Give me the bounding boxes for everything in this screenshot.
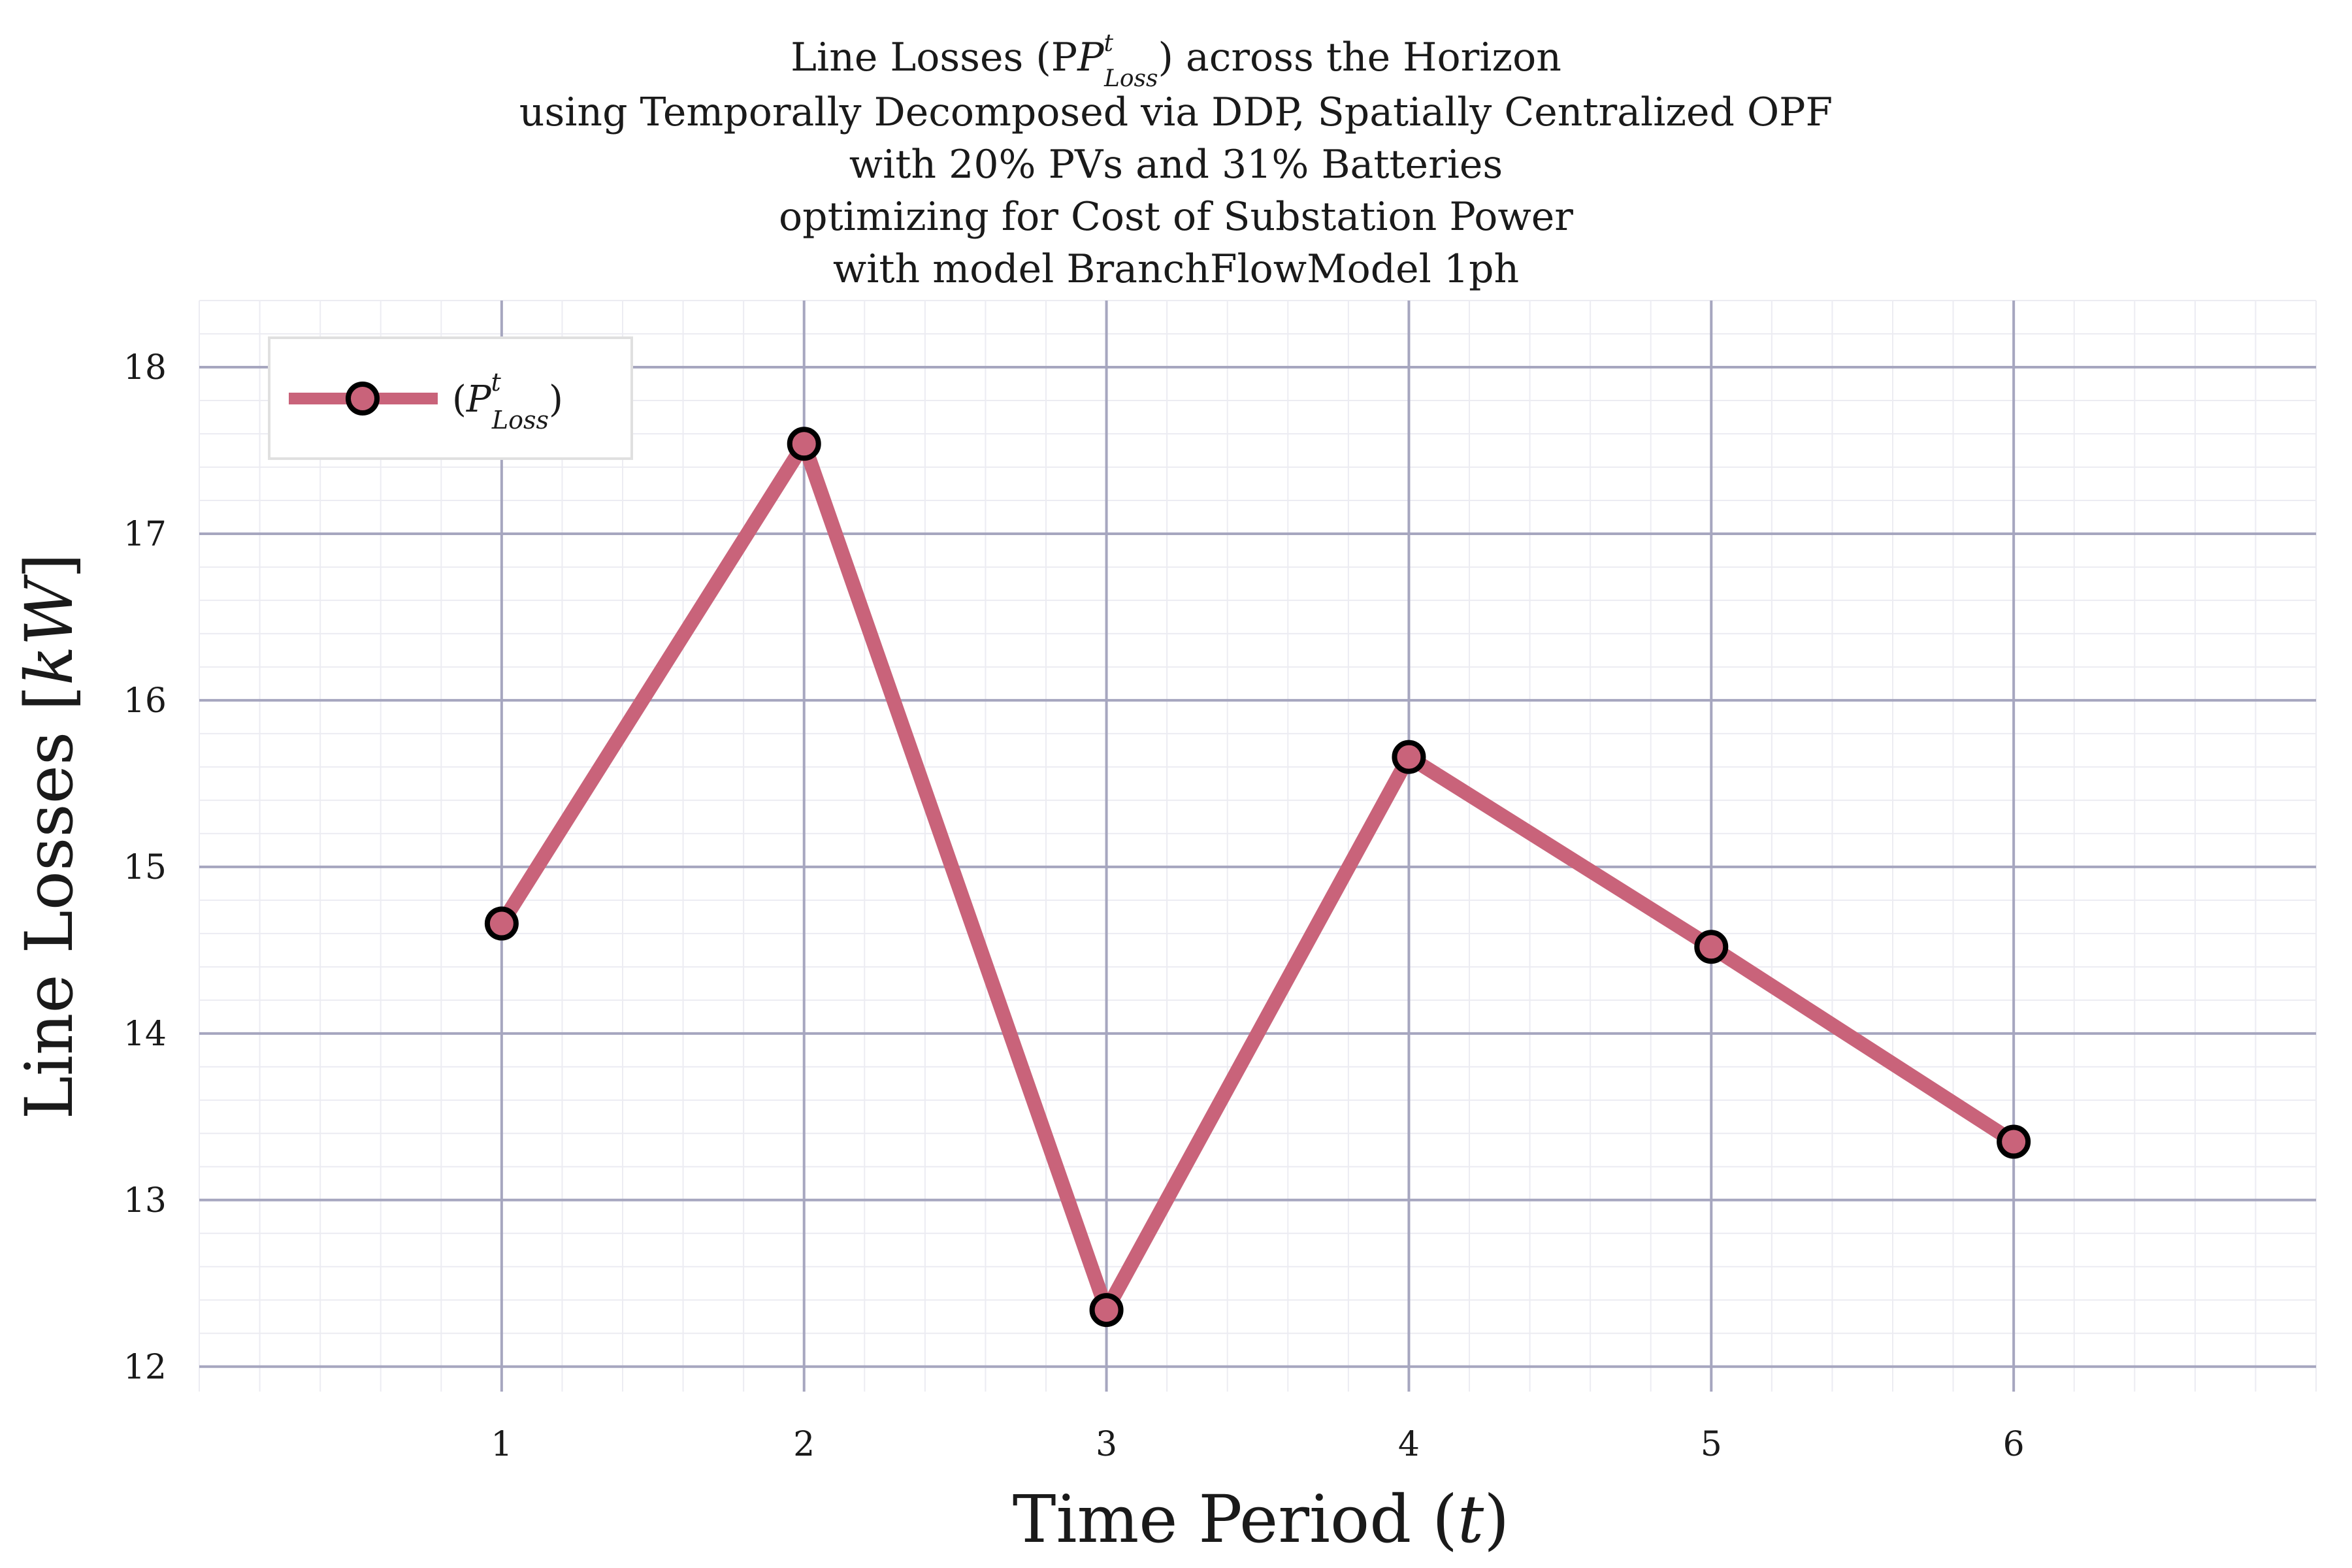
data-point bbox=[484, 906, 519, 941]
title-line-4: optimizing for Cost of Substation Power bbox=[779, 194, 1573, 240]
data-point bbox=[1694, 930, 1729, 964]
x-tick-label: 3 bbox=[1096, 1425, 1117, 1464]
x-axis-label: Time Period (t) bbox=[1013, 1481, 1509, 1558]
title-line-1: Line Losses (PPt Loss) across the Horizon bbox=[791, 30, 1561, 92]
x-tick-label: 5 bbox=[1701, 1425, 1722, 1464]
y-axis-label: Line Losses [kW] bbox=[11, 553, 88, 1120]
x-tick-label: 6 bbox=[2003, 1425, 2025, 1464]
data-point bbox=[1392, 740, 1426, 774]
y-axis-ticks: 12 13 14 15 16 17 18 bbox=[123, 348, 167, 1387]
y-tick-label: 18 bbox=[123, 348, 167, 387]
data-point bbox=[1089, 1293, 1124, 1328]
series-layer bbox=[484, 427, 2031, 1328]
legend: (Pt Loss) bbox=[268, 336, 633, 460]
title-line-5: with model BranchFlowModel 1ph bbox=[833, 246, 1519, 292]
y-tick-label: 16 bbox=[123, 681, 167, 721]
x-tick-label: 4 bbox=[1398, 1425, 1420, 1464]
y-tick-label: 15 bbox=[123, 848, 167, 887]
y-tick-label: 17 bbox=[123, 515, 167, 554]
legend-marker-sample bbox=[346, 382, 380, 416]
y-tick-label: 13 bbox=[123, 1181, 167, 1220]
title-line-3: with 20% PVs and 31% Batteries bbox=[849, 142, 1503, 188]
x-tick-label: 1 bbox=[491, 1425, 512, 1464]
major-grid bbox=[199, 301, 2316, 1392]
x-tick-label: 2 bbox=[793, 1425, 815, 1464]
legend-entry: (Pt Loss) bbox=[452, 368, 563, 434]
y-tick-label: 14 bbox=[123, 1015, 167, 1054]
title-line-2: using Temporally Decomposed via DDP, Spa… bbox=[519, 90, 1833, 135]
data-point bbox=[787, 427, 821, 461]
chart-title: Line Losses (PPt Loss) across the Horizon… bbox=[519, 30, 1833, 292]
data-point bbox=[1997, 1124, 2031, 1159]
minor-grid bbox=[199, 300, 2317, 1392]
x-axis-ticks: 1 2 3 4 5 6 bbox=[491, 1425, 2024, 1464]
series-line bbox=[495, 427, 2018, 1328]
y-tick-label: 12 bbox=[123, 1348, 167, 1387]
